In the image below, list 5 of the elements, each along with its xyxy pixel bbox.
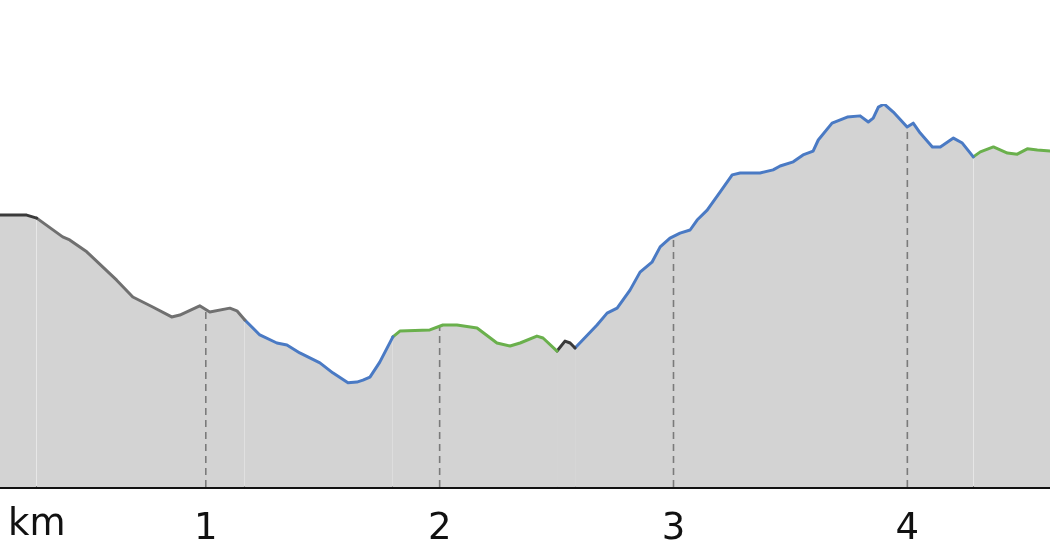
x-tick-label: 2	[427, 504, 452, 548]
x-tick-label: 4	[895, 504, 920, 548]
x-tick-label: 3	[661, 504, 686, 548]
x-tick-label: 1	[194, 504, 218, 548]
x-axis-title: km	[8, 501, 66, 545]
